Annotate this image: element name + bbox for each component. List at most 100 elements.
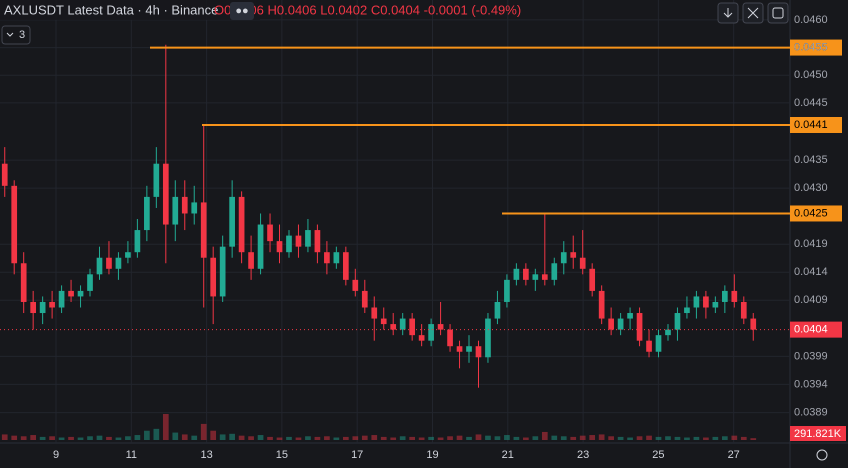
header-bg <box>0 0 260 20</box>
volume-bar <box>286 436 292 440</box>
volume-bar <box>674 436 681 440</box>
candle-body <box>324 252 330 264</box>
volume-bar <box>466 436 472 440</box>
volume-bar <box>579 435 586 440</box>
settings-gear[interactable] <box>816 449 828 461</box>
candle-body <box>248 252 254 269</box>
x-tick-label: 21 <box>502 449 514 461</box>
screenshot-button[interactable] <box>767 2 789 24</box>
candle-body <box>380 318 387 325</box>
y-tick-label: 0.0394 <box>794 378 828 390</box>
volume-bar <box>77 437 84 440</box>
grid <box>0 0 790 443</box>
title: AXLUSDT Latest Data · 4h · Binance <box>4 2 218 17</box>
volume-bar <box>447 436 453 440</box>
volume-bar <box>87 436 93 440</box>
volume-bar <box>494 436 501 440</box>
candle-body <box>229 196 235 247</box>
candle-body <box>665 329 671 336</box>
y-tick-label: 0.0419 <box>794 238 828 250</box>
volume-bar <box>665 436 671 440</box>
y-tick-label: 0.0389 <box>794 406 828 418</box>
candle-body <box>646 340 652 352</box>
volume-bar <box>693 436 700 440</box>
candle-body <box>191 202 198 214</box>
candle-body <box>399 318 406 330</box>
candle-body <box>447 329 453 347</box>
volume-bar <box>295 437 302 440</box>
candle-body <box>485 318 491 358</box>
candle-body <box>125 252 131 258</box>
volume-bar <box>513 436 520 440</box>
candle-body <box>20 263 27 302</box>
candle-body <box>409 318 416 336</box>
candle-body <box>655 335 662 352</box>
volume-bar <box>219 434 226 440</box>
indicators-toggle[interactable] <box>1 25 31 45</box>
candle-body <box>712 301 719 308</box>
candle-body <box>608 318 614 330</box>
candle-body <box>134 230 141 253</box>
candle-body <box>693 296 700 308</box>
candle-body <box>466 346 472 352</box>
volume-bar <box>314 436 321 440</box>
volume-bar <box>333 437 340 440</box>
settings-button[interactable] <box>230 2 254 20</box>
candle-body <box>314 230 321 253</box>
candle-body <box>162 163 169 225</box>
ohlc-legend: O0.0406 H0.0406 L0.0402 C0.0404 -0.0001 … <box>214 2 521 17</box>
y-tick-label: 0.0409 <box>794 294 828 306</box>
volume-bar <box>276 437 283 440</box>
candle-body <box>77 290 84 297</box>
candle-body <box>750 318 757 330</box>
volume-bar <box>409 436 416 440</box>
candle-body <box>541 274 548 280</box>
indicator-count: 3 <box>19 29 25 41</box>
level-label-bg <box>790 116 842 133</box>
volume-bar <box>636 436 643 440</box>
volume-bar <box>721 436 728 440</box>
volume-bar <box>248 436 254 440</box>
candle-body <box>153 163 160 197</box>
axis: 0.0460 0.0455 0.0450 0.0445 0.0435 0.0430 0.04… <box>53 14 828 461</box>
volume-bar <box>390 437 397 440</box>
candle-body <box>589 268 596 291</box>
volume-label-bg <box>790 426 846 441</box>
volume-bar <box>68 436 74 440</box>
y-tick-label: 0.0435 <box>794 154 828 166</box>
candle-body <box>115 257 122 269</box>
candle-body <box>39 301 46 314</box>
volume-bar <box>49 436 55 440</box>
volume-bar <box>371 435 378 440</box>
volume-bar <box>1 434 8 440</box>
x-tick-label: 25 <box>652 449 664 461</box>
candle-body <box>106 257 112 269</box>
volume-bar <box>504 435 510 440</box>
volume-bar <box>485 435 491 440</box>
candle-body <box>238 196 245 253</box>
x-tick-label: 17 <box>351 449 363 461</box>
volume-bar <box>144 430 150 440</box>
volume-bar <box>352 436 359 440</box>
volume-bar <box>551 435 558 440</box>
y-tick-label: 0.0460 <box>794 14 828 26</box>
volume-bar <box>418 437 425 440</box>
candle-body <box>390 324 397 330</box>
volume-bar <box>523 437 529 440</box>
candle-body <box>560 252 567 264</box>
candle-body <box>200 202 207 258</box>
candle-body <box>570 252 577 258</box>
volume-bar <box>125 436 131 440</box>
volume-bar <box>380 436 387 440</box>
x-tick-label: 13 <box>200 449 212 461</box>
fullscreen-icon <box>747 7 759 19</box>
volume-bar <box>428 436 434 440</box>
candle-body <box>144 196 150 231</box>
candle-body <box>475 346 482 358</box>
x-tick-label: 19 <box>426 449 438 461</box>
levels: 0.0455 0.0441 0.0425 0.0404 291.821K <box>0 39 846 441</box>
candle-body <box>740 301 747 319</box>
volume-bar <box>162 414 169 440</box>
candle-body <box>598 290 605 319</box>
